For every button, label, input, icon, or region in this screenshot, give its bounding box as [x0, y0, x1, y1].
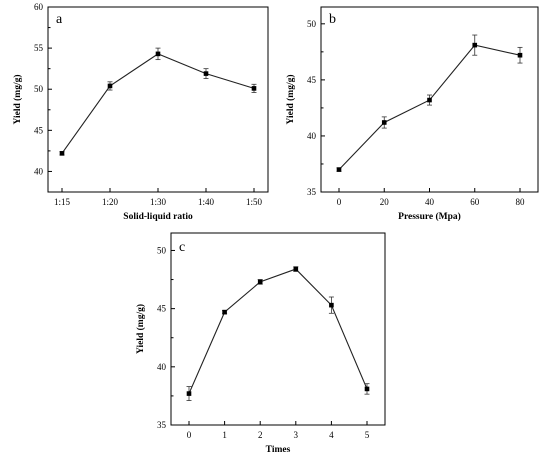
- data-point: [107, 83, 113, 89]
- x-tick-label: 20: [380, 197, 390, 207]
- plot-frame: [47, 6, 269, 193]
- x-tick-label: 1:40: [198, 197, 215, 207]
- x-axis-title: Times: [266, 445, 291, 455]
- y-tick-label: 50: [307, 19, 317, 29]
- data-point: [336, 167, 342, 172]
- y-tick-label: 35: [307, 187, 317, 197]
- y-axis-title: Yield (mg/g): [12, 74, 23, 124]
- data-point: [381, 120, 387, 125]
- data-point: [222, 309, 227, 315]
- y-axis-title: Yield (mg/g): [285, 74, 296, 124]
- data-point: [427, 97, 432, 103]
- y-tick-label: 50: [157, 245, 167, 255]
- y-tick-label: 40: [307, 131, 317, 141]
- series-line: [61, 53, 255, 154]
- y-tick-label: 45: [307, 75, 317, 85]
- x-tick-label: 5: [365, 430, 370, 440]
- x-tick-label: 1:20: [102, 197, 119, 207]
- data-point: [517, 52, 523, 58]
- y-tick-label: 40: [34, 166, 44, 176]
- data-point: [364, 386, 370, 392]
- data-point: [155, 51, 161, 57]
- x-tick-label: 1: [222, 430, 227, 440]
- plot-frame: [170, 232, 386, 426]
- y-tick-label: 45: [34, 125, 44, 135]
- data-point: [293, 266, 299, 272]
- data-point: [257, 279, 263, 285]
- data-point: [329, 302, 334, 308]
- y-tick-label: 50: [34, 84, 44, 94]
- panel-label: c: [179, 240, 185, 255]
- x-axis-title: Pressure (Mpa): [398, 211, 461, 222]
- data-point: [186, 391, 192, 396]
- y-tick-label: 40: [157, 362, 167, 372]
- x-tick-label: 1:50: [246, 197, 263, 207]
- data-point: [59, 151, 65, 156]
- y-axis-title: Yield (mg/g): [135, 304, 146, 354]
- y-tick-label: 35: [157, 420, 167, 430]
- panel-label: b: [329, 12, 336, 27]
- x-axis-title: Solid-liquid ratio: [123, 212, 193, 222]
- chart-panel-b: b 0 20 40 60 80 35 40 45 50 Pressure (Mpa) Yield (m…: [285, 6, 539, 222]
- x-tick-label: 3: [294, 430, 299, 440]
- data-point: [203, 71, 209, 76]
- data-point: [472, 42, 478, 48]
- x-tick-label: 0: [337, 197, 342, 207]
- x-tick-label: 0: [187, 430, 192, 440]
- chart-panel-a: a 1:15 1:20 1:30 1:40 1:50 40 45 50 55 60 Solid-liq…: [12, 2, 269, 222]
- y-tick-label: 45: [157, 304, 167, 314]
- x-tick-label: 60: [470, 197, 480, 207]
- x-tick-label: 4: [329, 430, 334, 440]
- series-line: [338, 44, 521, 170]
- x-tick-label: 1:30: [150, 197, 167, 207]
- y-tick-label: 55: [34, 43, 44, 53]
- panel-label: a: [56, 12, 63, 27]
- x-tick-label: 2: [258, 430, 263, 440]
- data-point: [251, 86, 257, 91]
- series-line: [188, 268, 368, 394]
- x-tick-label: 1:15: [54, 197, 71, 207]
- y-tick-label: 60: [34, 2, 44, 12]
- x-tick-label: 80: [516, 197, 526, 207]
- x-tick-label: 40: [425, 197, 435, 207]
